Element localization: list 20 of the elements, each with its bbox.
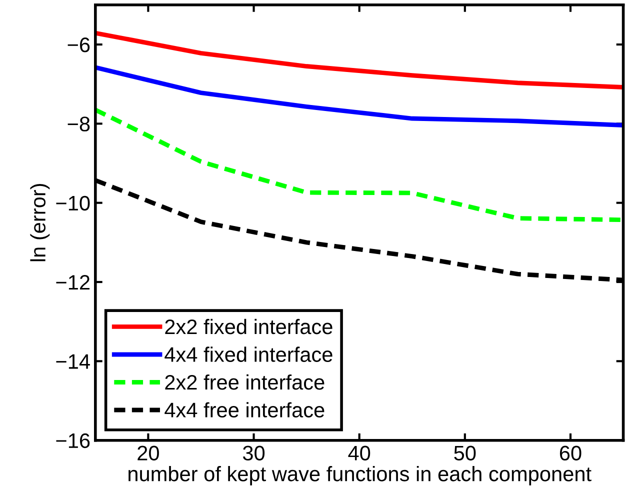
y-tick-label: −8: [68, 116, 90, 132]
y-tick-label: −6: [68, 38, 90, 52]
legend-label: 2x2 free interface: [165, 374, 324, 390]
line-series: [95, 30, 624, 90]
x-tick-label: 30: [242, 446, 265, 461]
x-tick-label: 60: [560, 446, 582, 461]
y-axis-title: ln (error): [30, 184, 50, 262]
line-series: [95, 65, 624, 128]
legend-label: 4x4 fixed interface: [164, 346, 332, 362]
x-tick-label: 40: [348, 446, 370, 461]
y-tick-label: −10: [56, 196, 90, 211]
legend-label: 4x4 free interface: [164, 402, 324, 418]
y-tick-label: −12: [56, 275, 90, 290]
legend-label: 2x2 fixed interface: [165, 318, 332, 334]
line-series: [95, 108, 624, 222]
x-tick-label: 20: [138, 446, 159, 461]
x-tick-label: 50: [454, 446, 476, 461]
y-tick-label: −16: [56, 433, 90, 448]
y-tick-label: −14: [56, 354, 90, 369]
x-axis-title: number of kept wave functions in each component: [128, 466, 592, 486]
